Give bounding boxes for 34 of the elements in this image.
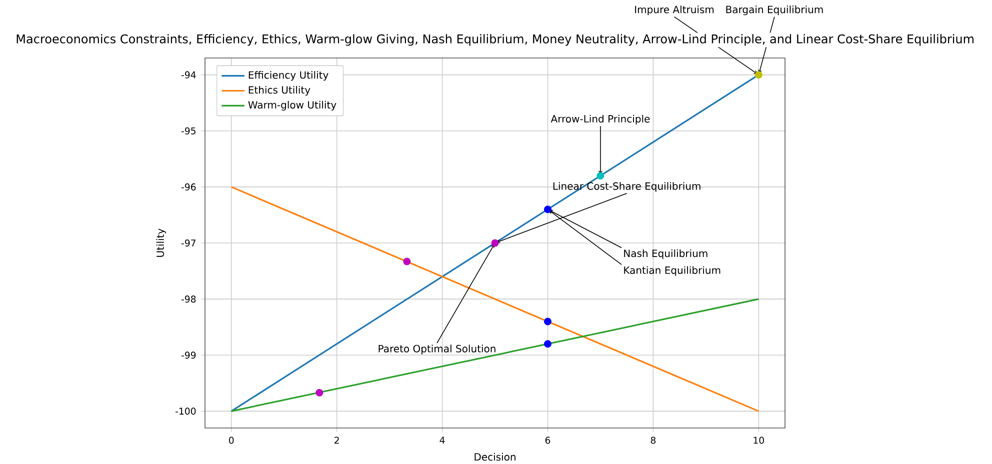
x-tick-label: 6 [545,436,550,444]
point [403,258,411,266]
point [596,172,604,180]
point [491,239,499,247]
y-tick-label: -95 [182,127,196,134]
annotation: Bargain Equilibrium [726,6,823,16]
y-tick-label: -97 [182,239,196,247]
legend-label: Efficiency Utility [248,71,328,81]
chart-title: Macroeconomics Constraints, Efficiency, Ethics, Warm-glow Giving, Nash Equilibrium, Money Neutrality, Arrow-Lind Principle, and Linear Cost-Share Equilibrium [16,34,974,46]
y-tick-label: -94 [182,71,196,78]
x-tick-label: 10 [754,436,764,444]
point [754,71,762,79]
annotation: Linear Cost-Share Equilibrium [553,182,700,192]
point [544,340,552,348]
x-tick-label: 2 [334,436,339,444]
y-tick-label: -99 [182,352,196,359]
x-tick-label: 0 [229,436,234,444]
y-tick-label: -96 [182,183,196,190]
y-tick-label: -98 [182,296,196,303]
point [316,388,324,396]
x-tick-label: 8 [650,436,656,444]
y-axis-title: Utility [156,228,166,257]
annotation: Nash Equilibrium [624,249,708,260]
point [544,318,552,326]
legend-label: Ethics Utility [248,86,310,96]
y-tick-label: -100 [176,408,196,415]
x-tick-label: 4 [440,436,445,444]
x-axis-title: Decision [474,452,516,461]
point [544,206,552,214]
annotation: Impure Altruism [635,6,714,16]
annotation: Kantian Equilibrium [624,266,720,276]
annotation: Pareto Optimal Solution [378,344,496,354]
annotation: Arrow-Lind Principle [550,114,650,124]
legend-label: Warm-glow Utility [248,100,336,111]
